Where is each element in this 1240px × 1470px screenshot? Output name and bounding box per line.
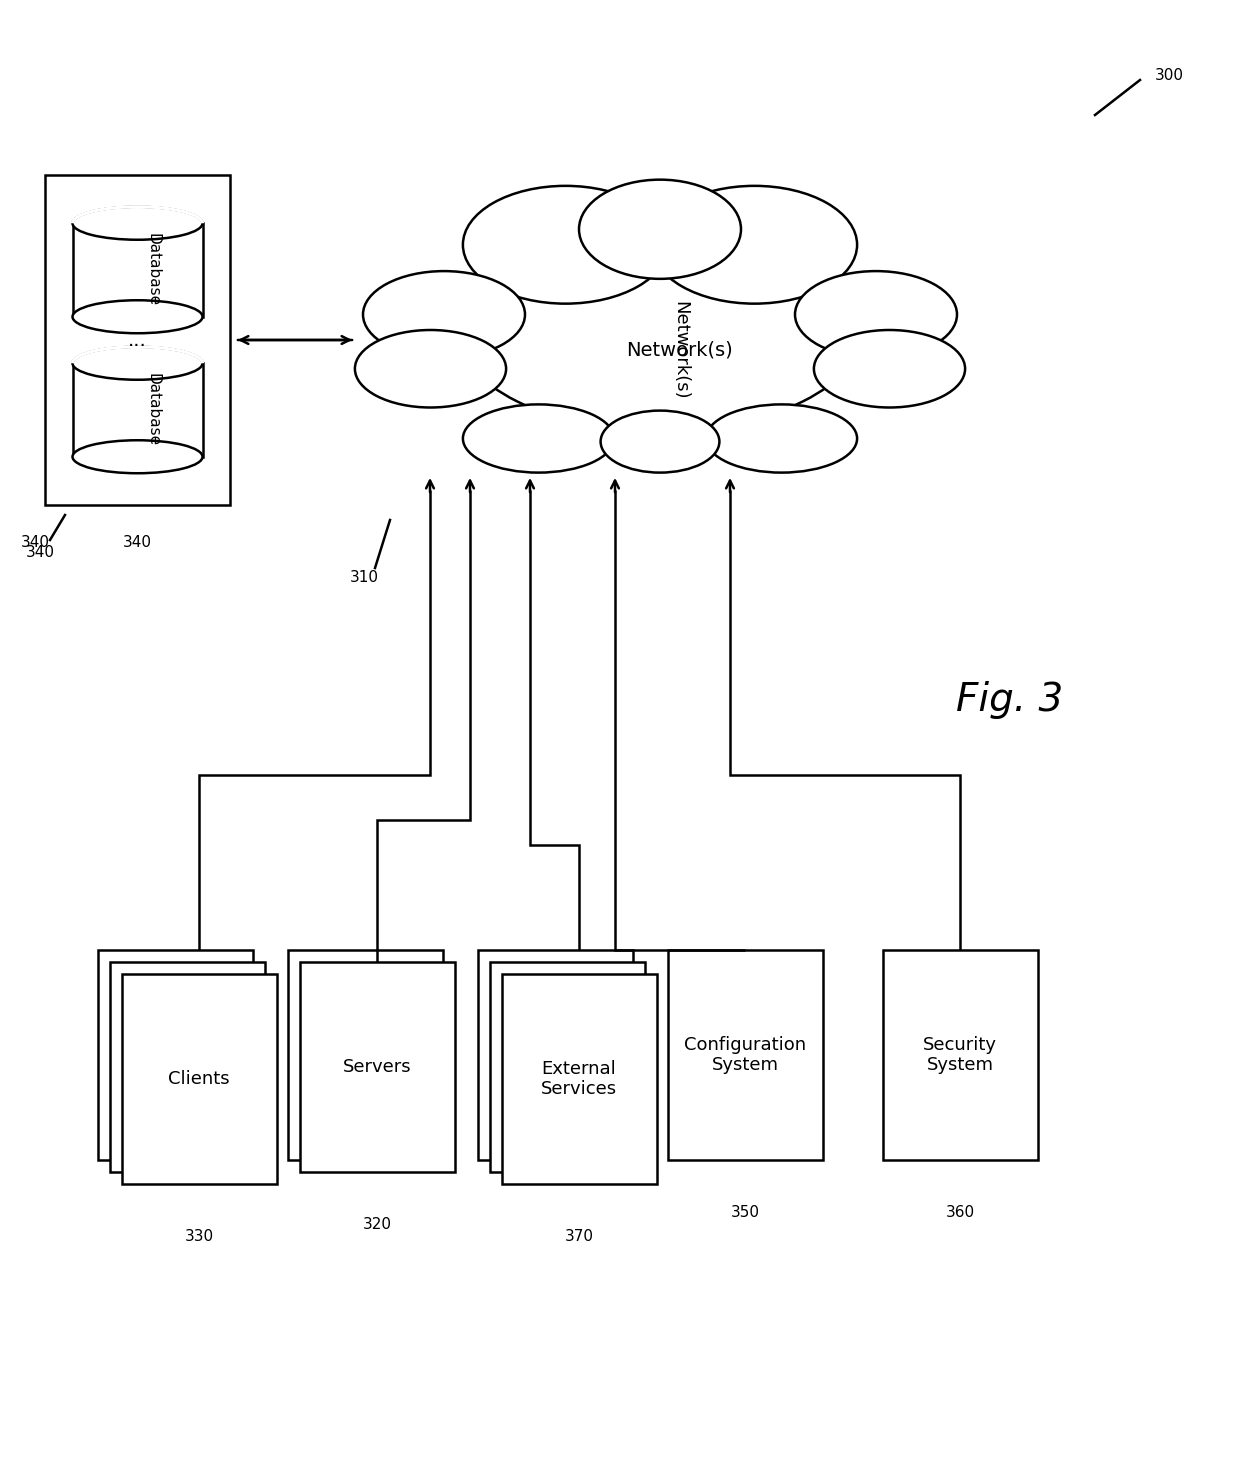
Text: Clients: Clients [169,1070,229,1088]
FancyBboxPatch shape [300,961,455,1172]
FancyBboxPatch shape [45,175,229,506]
Text: 340: 340 [123,535,153,550]
FancyBboxPatch shape [667,950,822,1160]
Ellipse shape [363,270,525,357]
Ellipse shape [458,229,863,431]
FancyBboxPatch shape [477,950,632,1160]
Ellipse shape [72,347,202,379]
Text: Network(s): Network(s) [671,301,689,400]
Text: Configuration
System: Configuration System [684,1035,806,1075]
Text: External
Services: External Services [541,1060,618,1098]
Ellipse shape [463,185,668,304]
Ellipse shape [72,300,202,334]
Ellipse shape [600,410,719,472]
Text: Fig. 3: Fig. 3 [956,681,1064,719]
Polygon shape [72,223,202,316]
FancyBboxPatch shape [883,950,1038,1160]
Text: 310: 310 [350,570,379,585]
Ellipse shape [72,440,202,473]
FancyBboxPatch shape [501,975,656,1183]
Ellipse shape [355,329,506,407]
Ellipse shape [813,329,965,407]
Text: Database: Database [145,373,160,447]
Ellipse shape [795,270,957,357]
FancyBboxPatch shape [109,961,264,1172]
Text: 340: 340 [21,535,50,550]
FancyBboxPatch shape [122,975,277,1183]
Text: 320: 320 [362,1217,392,1232]
FancyBboxPatch shape [98,950,253,1160]
Ellipse shape [72,207,202,240]
Text: 300: 300 [1154,68,1184,82]
Text: 370: 370 [564,1229,594,1244]
Text: ...: ... [128,331,146,350]
Ellipse shape [706,404,857,472]
Text: Network(s): Network(s) [626,341,733,360]
FancyBboxPatch shape [490,961,645,1172]
Text: 350: 350 [730,1205,759,1220]
Text: 340: 340 [26,545,55,560]
Text: Servers: Servers [342,1058,412,1076]
Text: 360: 360 [945,1205,975,1220]
Ellipse shape [652,185,857,304]
Text: 330: 330 [185,1229,213,1244]
Text: Security
System: Security System [923,1035,997,1075]
FancyBboxPatch shape [288,950,443,1160]
Polygon shape [72,363,202,457]
Ellipse shape [463,404,614,472]
Ellipse shape [579,179,742,279]
Text: Database: Database [145,234,160,307]
